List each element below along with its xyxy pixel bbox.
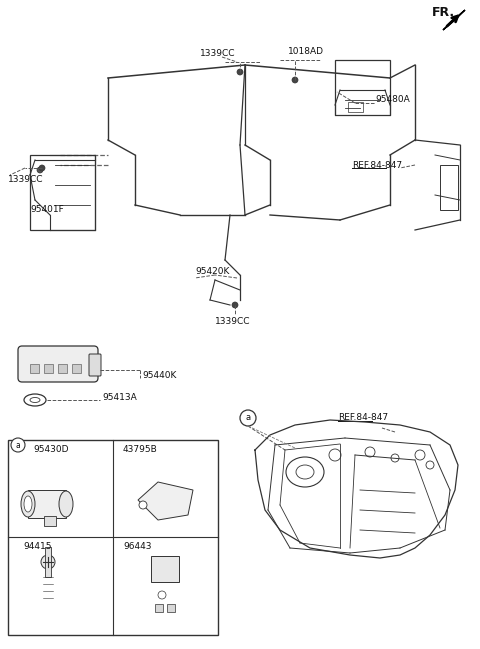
Circle shape <box>391 454 399 462</box>
Bar <box>28 490 66 518</box>
Text: 1339CC: 1339CC <box>200 49 236 58</box>
Ellipse shape <box>21 491 35 517</box>
Bar <box>155 604 163 612</box>
Text: 1339CC: 1339CC <box>215 317 251 326</box>
Bar <box>440 165 458 210</box>
FancyBboxPatch shape <box>89 354 101 376</box>
Text: 96443: 96443 <box>123 542 152 551</box>
Circle shape <box>237 69 243 75</box>
Circle shape <box>158 591 166 599</box>
Bar <box>58 364 67 373</box>
Circle shape <box>415 450 425 460</box>
Bar <box>44 516 56 526</box>
Circle shape <box>41 555 55 569</box>
Circle shape <box>139 501 147 509</box>
Ellipse shape <box>296 465 314 479</box>
Circle shape <box>11 438 25 452</box>
Circle shape <box>232 302 238 308</box>
Ellipse shape <box>24 394 46 406</box>
Ellipse shape <box>59 491 73 517</box>
Circle shape <box>37 167 43 173</box>
Text: FR.: FR. <box>432 5 455 19</box>
Bar <box>348 102 363 112</box>
Text: 43795B: 43795B <box>123 445 158 454</box>
Text: 95420K: 95420K <box>195 267 229 276</box>
Bar <box>30 155 95 230</box>
Bar <box>335 60 390 115</box>
Bar <box>167 604 175 612</box>
Bar <box>30 364 39 373</box>
Circle shape <box>39 165 45 171</box>
Text: 95430D: 95430D <box>33 445 69 454</box>
Text: REF.84-847: REF.84-847 <box>338 413 388 422</box>
Bar <box>45 547 51 577</box>
Text: 95440K: 95440K <box>142 371 176 380</box>
Text: REF.84-847: REF.84-847 <box>352 160 402 169</box>
Circle shape <box>292 77 298 83</box>
Bar <box>44 364 53 373</box>
Text: a: a <box>245 413 251 422</box>
Circle shape <box>240 410 256 426</box>
Bar <box>151 556 179 582</box>
Ellipse shape <box>30 397 40 402</box>
Bar <box>8 440 218 635</box>
Text: 95401F: 95401F <box>30 206 64 215</box>
Text: 95480A: 95480A <box>375 95 410 104</box>
Text: 1339CC: 1339CC <box>8 175 44 184</box>
Ellipse shape <box>286 457 324 487</box>
Circle shape <box>329 449 341 461</box>
Text: 1018AD: 1018AD <box>288 47 324 56</box>
Polygon shape <box>443 10 465 30</box>
Polygon shape <box>138 482 193 520</box>
Text: a: a <box>16 441 20 450</box>
Text: 95413A: 95413A <box>102 393 137 402</box>
Circle shape <box>365 447 375 457</box>
Ellipse shape <box>24 496 32 512</box>
FancyBboxPatch shape <box>18 346 98 382</box>
Bar <box>72 364 81 373</box>
Circle shape <box>426 461 434 469</box>
Text: 94415: 94415 <box>23 542 51 551</box>
